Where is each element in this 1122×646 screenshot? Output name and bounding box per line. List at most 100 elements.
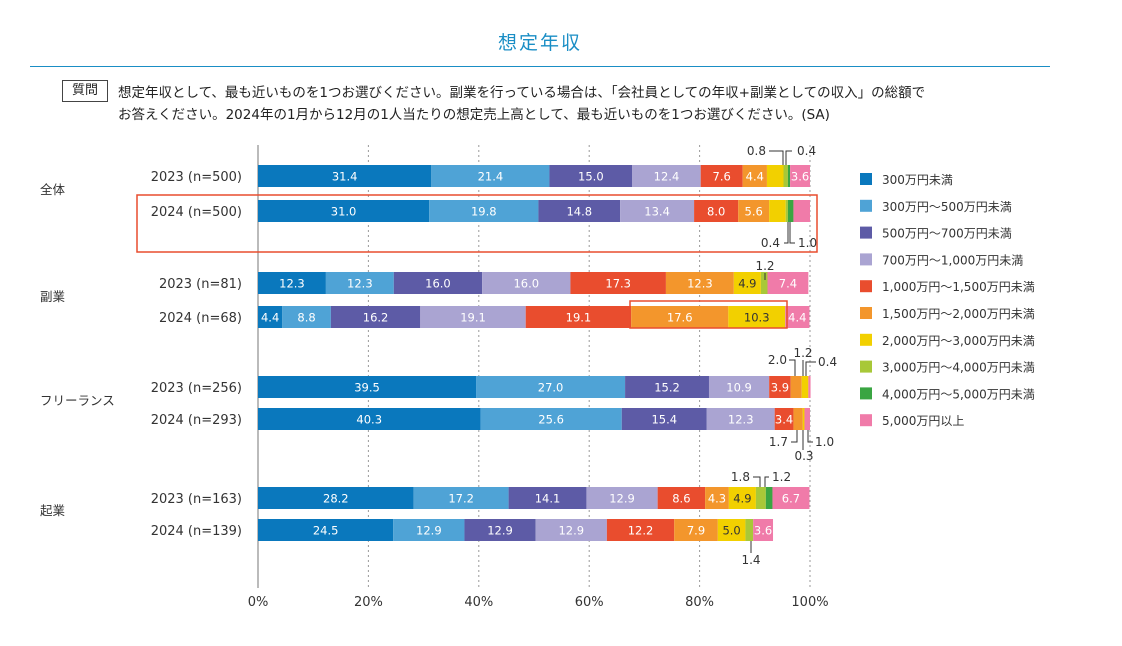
bar-segment <box>538 200 621 222</box>
callout-label: 1.2 <box>793 346 812 360</box>
bar-segment <box>765 487 773 509</box>
row-label: 2024 (n=139) <box>151 524 242 539</box>
data-label: 15.2 <box>654 381 680 395</box>
bar-segment <box>717 519 746 541</box>
bar-segment <box>657 487 706 509</box>
bar-segment <box>674 519 718 541</box>
data-label: 12.9 <box>416 524 442 538</box>
bar-segment <box>753 519 774 541</box>
data-label: 8.6 <box>672 492 690 506</box>
legend-label: 300万円未満 <box>882 173 953 187</box>
legend-label: 300万円〜500万円未満 <box>882 200 1012 214</box>
x-tick-label: 0% <box>248 595 269 610</box>
callout-label: 0.3 <box>794 449 813 463</box>
data-label: 6.7 <box>782 492 800 506</box>
bar-segment <box>258 165 432 187</box>
data-label: 3.9 <box>771 381 789 395</box>
question-line-1: 想定年収として、最も近いものを1つお選びください。副業を行っている場合は、「会社… <box>118 85 926 101</box>
data-label: 31.4 <box>332 170 358 184</box>
callout-leader <box>769 150 784 165</box>
bar-segment <box>700 165 743 187</box>
question-line-2: お答えください。2024年の1月から12月の1人当たりの想定売上高として、最も近… <box>118 107 830 123</box>
bar-segment <box>665 272 734 294</box>
data-label: 4.3 <box>708 492 726 506</box>
bar-segment <box>808 376 811 398</box>
data-label: 39.5 <box>354 381 380 395</box>
data-label: 12.3 <box>279 277 305 291</box>
x-tick-label: 80% <box>685 595 714 610</box>
data-label: 25.6 <box>538 413 564 427</box>
bar-segment <box>631 306 729 328</box>
group-label: 全体 <box>40 182 66 197</box>
bar-segment <box>606 519 675 541</box>
bar-segment <box>464 519 536 541</box>
highlight-box <box>136 194 818 253</box>
bar-segment <box>476 376 626 398</box>
data-label: 16.2 <box>363 311 389 325</box>
bar-segment <box>621 408 707 430</box>
callout-leader <box>784 222 789 244</box>
bar-segment <box>325 272 394 294</box>
data-label: 4.9 <box>733 492 751 506</box>
callout-leader <box>805 361 816 376</box>
data-label: 12.3 <box>728 413 754 427</box>
bar-segment <box>760 272 768 294</box>
legend-label: 4,000万円〜5,000万円未満 <box>882 387 1035 401</box>
callout-leader <box>764 476 769 487</box>
legend-label: 2,000万円〜3,000万円未満 <box>882 334 1035 348</box>
data-label: 12.4 <box>654 170 680 184</box>
question-badge: 質問 <box>62 80 108 102</box>
bar-segment <box>258 376 477 398</box>
bar-segment <box>783 165 788 187</box>
data-label: 13.4 <box>644 205 670 219</box>
data-label: 21.4 <box>478 170 504 184</box>
data-label: 31.0 <box>331 205 357 219</box>
bar-segment <box>258 200 430 222</box>
data-label: 5.0 <box>722 524 740 538</box>
row-label: 2024 (n=68) <box>159 311 242 326</box>
bar-segment <box>769 376 791 398</box>
data-label: 4.4 <box>746 170 764 184</box>
bar-segment <box>793 200 810 222</box>
bar-segment <box>728 487 756 509</box>
bar-segment <box>393 272 483 294</box>
bar-segment <box>745 519 754 541</box>
group-label: フリーランス <box>40 393 115 408</box>
bar-segment <box>728 306 786 328</box>
data-label: 12.9 <box>609 492 635 506</box>
row-label: 2023 (n=500) <box>151 170 242 185</box>
bar-segment <box>774 408 794 430</box>
data-label: 14.8 <box>566 205 592 219</box>
data-label: 16.0 <box>425 277 451 291</box>
bar-segment <box>480 408 622 430</box>
data-label: 8.0 <box>707 205 725 219</box>
chart-title: 想定年収 <box>497 32 582 54</box>
question-text: 想定年収として、最も近いものを1つお選びください。副業を行っている場合は、「会社… <box>118 82 1048 126</box>
row-label: 2024 (n=293) <box>151 413 242 428</box>
legend-swatch <box>860 414 872 427</box>
bar-segment <box>785 200 788 222</box>
bar-segment <box>632 165 701 187</box>
legend-swatch <box>860 387 872 400</box>
data-label: 27.0 <box>538 381 564 395</box>
bar-segment <box>508 487 587 509</box>
bar-segment <box>790 165 810 187</box>
bar-segment <box>802 408 805 430</box>
x-tick-label: 40% <box>464 595 493 610</box>
bar-segment <box>431 165 550 187</box>
legend-label: 1,000万円〜1,500万円未満 <box>882 280 1035 294</box>
group-label: 副業 <box>40 289 66 304</box>
legend-label: 3,000万円〜4,000万円未満 <box>882 361 1035 375</box>
data-label: 17.3 <box>605 277 631 291</box>
legend-swatch <box>860 280 872 293</box>
bar-segment <box>785 306 810 328</box>
x-tick-label: 20% <box>354 595 383 610</box>
data-label: 12.3 <box>687 277 713 291</box>
bar-segment <box>258 487 414 509</box>
callout-label: 1.8 <box>731 470 750 484</box>
bar-segment <box>769 200 786 222</box>
bar-segment <box>330 306 421 328</box>
bar-segment <box>772 487 810 509</box>
data-label: 28.2 <box>323 492 349 506</box>
